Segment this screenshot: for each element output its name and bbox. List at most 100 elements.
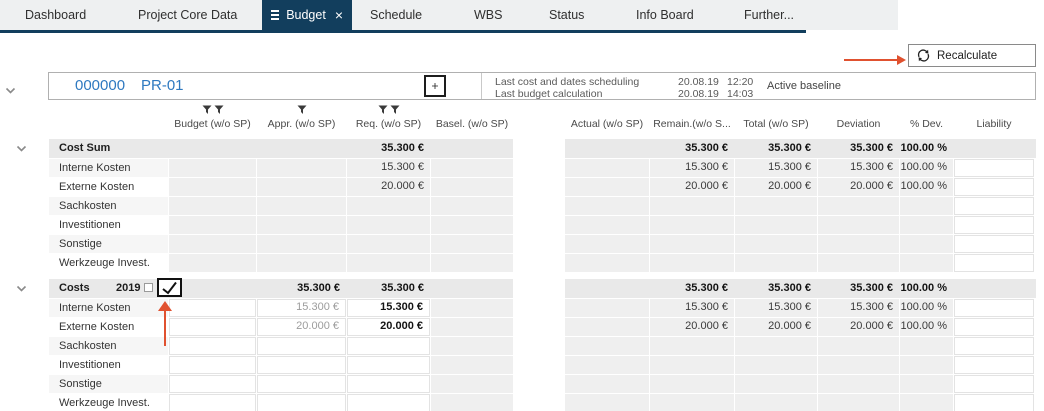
cell-total[interactable] bbox=[735, 216, 817, 234]
cell-req[interactable] bbox=[347, 216, 430, 234]
cell-appr[interactable]: 15.300 € bbox=[257, 299, 346, 317]
group-row-costs-2019[interactable]: Costs 2019 35.300 € 35.300 € 35.300 € 35.300 … bbox=[0, 278, 1044, 298]
cell-appr[interactable] bbox=[257, 216, 346, 234]
cell-pdev[interactable]: 100.00 % bbox=[900, 178, 953, 196]
cell-pdev[interactable] bbox=[900, 394, 953, 411]
cell-total[interactable] bbox=[735, 375, 817, 393]
cell-pdev[interactable] bbox=[900, 254, 953, 272]
cell-budget[interactable] bbox=[169, 216, 256, 234]
cell-liability[interactable] bbox=[954, 235, 1034, 253]
cell-req[interactable]: 20.000 € bbox=[347, 318, 430, 336]
cell-actual[interactable] bbox=[565, 216, 649, 234]
cell-deviation[interactable] bbox=[818, 254, 899, 272]
cell-req[interactable] bbox=[347, 337, 430, 355]
cell-budget[interactable] bbox=[169, 375, 256, 393]
cell-liability[interactable] bbox=[954, 216, 1034, 234]
cell-basel[interactable] bbox=[431, 254, 513, 272]
cell-remain[interactable] bbox=[650, 235, 734, 253]
cell-deviation[interactable] bbox=[818, 337, 899, 355]
approved-checkbox[interactable] bbox=[157, 278, 182, 297]
cell-deviation[interactable] bbox=[818, 394, 899, 411]
year-checkbox[interactable] bbox=[144, 283, 153, 292]
cell-budget[interactable] bbox=[169, 159, 256, 177]
cell-req[interactable] bbox=[347, 235, 430, 253]
group-row-cost-sum[interactable]: Cost Sum 35.300 € 35.300 € 35.300 € 35.300 €… bbox=[0, 139, 1044, 158]
group-collapse-chevron-icon[interactable] bbox=[16, 285, 27, 293]
cell-appr[interactable] bbox=[257, 178, 346, 196]
cell-basel[interactable] bbox=[431, 235, 513, 253]
cell-actual[interactable] bbox=[565, 299, 649, 317]
cell-total[interactable]: 20.000 € bbox=[735, 178, 817, 196]
add-button[interactable] bbox=[424, 75, 446, 97]
cell-pdev[interactable] bbox=[900, 216, 953, 234]
cell-pdev[interactable] bbox=[900, 356, 953, 374]
cell-liability[interactable] bbox=[954, 159, 1034, 177]
cell-req[interactable]: 20.000 € bbox=[347, 178, 430, 196]
tab-info-board[interactable]: Info Board bbox=[636, 8, 694, 22]
cell-total[interactable] bbox=[735, 337, 817, 355]
cell-deviation[interactable]: 20.000 € bbox=[818, 178, 899, 196]
group-cell-pdev[interactable]: 100.00 % bbox=[900, 142, 947, 154]
cell-remain[interactable]: 20.000 € bbox=[650, 178, 734, 196]
hamburger-menu-icon[interactable] bbox=[271, 8, 280, 22]
cell-budget[interactable] bbox=[169, 197, 256, 215]
cell-deviation[interactable] bbox=[818, 235, 899, 253]
cell-appr[interactable] bbox=[257, 254, 346, 272]
cell-total[interactable] bbox=[735, 254, 817, 272]
group-cell-deviation[interactable]: 35.300 € bbox=[850, 282, 893, 294]
group-collapse-chevron-icon[interactable] bbox=[16, 145, 27, 153]
appr-column-filters[interactable] bbox=[257, 105, 346, 115]
recalculate-button[interactable]: Recalculate bbox=[908, 44, 1036, 67]
cell-deviation[interactable] bbox=[818, 375, 899, 393]
cell-liability[interactable] bbox=[954, 254, 1034, 272]
cell-req[interactable] bbox=[347, 197, 430, 215]
cell-appr[interactable]: 20.000 € bbox=[257, 318, 346, 336]
cell-budget[interactable] bbox=[169, 254, 256, 272]
tab-wbs[interactable]: WBS bbox=[474, 8, 503, 22]
cell-remain[interactable] bbox=[650, 197, 734, 215]
cell-remain[interactable] bbox=[650, 337, 734, 355]
cell-total[interactable] bbox=[735, 235, 817, 253]
cell-pdev[interactable] bbox=[900, 235, 953, 253]
cell-actual[interactable] bbox=[565, 356, 649, 374]
cell-actual[interactable] bbox=[565, 318, 649, 336]
cell-total[interactable]: 15.300 € bbox=[735, 299, 817, 317]
tab-schedule[interactable]: Schedule bbox=[370, 8, 423, 22]
cell-basel[interactable] bbox=[431, 216, 513, 234]
cell-remain[interactable] bbox=[650, 356, 734, 374]
cell-deviation[interactable]: 15.300 € bbox=[818, 159, 899, 177]
cell-pdev[interactable]: 100.00 % bbox=[900, 299, 953, 317]
cell-deviation[interactable] bbox=[818, 356, 899, 374]
cell-actual[interactable] bbox=[565, 254, 649, 272]
group-cell-req[interactable]: 35.300 € bbox=[381, 142, 424, 154]
cell-remain[interactable]: 15.300 € bbox=[650, 159, 734, 177]
group-cell-req[interactable]: 35.300 € bbox=[381, 282, 424, 294]
tab-further[interactable]: Further... bbox=[744, 8, 795, 22]
project-collapse-chevron-icon[interactable] bbox=[5, 82, 16, 100]
cell-appr[interactable] bbox=[257, 235, 346, 253]
cell-remain[interactable] bbox=[650, 375, 734, 393]
cell-total[interactable] bbox=[735, 356, 817, 374]
cell-actual[interactable] bbox=[565, 235, 649, 253]
cell-appr[interactable] bbox=[257, 394, 346, 411]
cell-remain[interactable] bbox=[650, 394, 734, 411]
cell-remain[interactable] bbox=[650, 254, 734, 272]
cell-actual[interactable] bbox=[565, 375, 649, 393]
cell-basel[interactable] bbox=[431, 337, 513, 355]
cell-appr[interactable] bbox=[257, 337, 346, 355]
cell-liability[interactable] bbox=[954, 337, 1034, 355]
cell-total[interactable]: 20.000 € bbox=[735, 318, 817, 336]
cell-basel[interactable] bbox=[431, 178, 513, 196]
cell-liability[interactable] bbox=[954, 178, 1034, 196]
cell-basel[interactable] bbox=[431, 159, 513, 177]
cell-deviation[interactable]: 20.000 € bbox=[818, 318, 899, 336]
cell-basel[interactable] bbox=[431, 356, 513, 374]
cell-basel[interactable] bbox=[431, 318, 513, 336]
cell-actual[interactable] bbox=[565, 159, 649, 177]
cell-appr[interactable] bbox=[257, 197, 346, 215]
cell-liability[interactable] bbox=[954, 318, 1034, 336]
cell-budget[interactable] bbox=[169, 394, 256, 411]
cell-basel[interactable] bbox=[431, 375, 513, 393]
cell-req[interactable]: 15.300 € bbox=[347, 299, 430, 317]
cell-deviation[interactable] bbox=[818, 197, 899, 215]
